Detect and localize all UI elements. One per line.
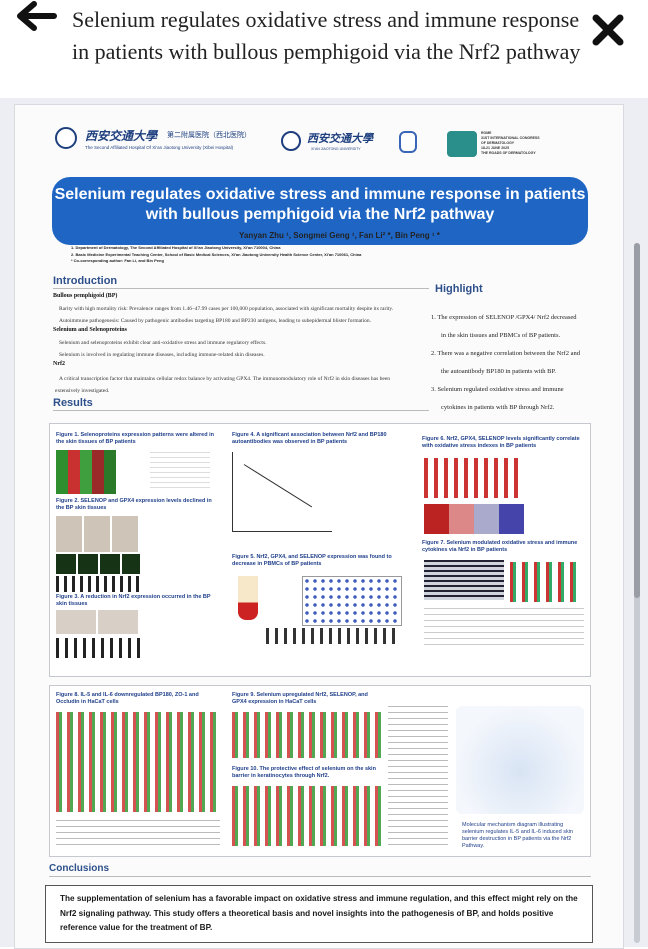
figure-5-bars xyxy=(266,628,396,644)
congress-text: ROME 31ST INTERNATIONAL CONGRESS OF DERM… xyxy=(481,131,540,156)
figure-6-heatmap xyxy=(424,504,524,534)
figure-8-caption: Figure 8. IL-5 and IL-6 downregulated BP… xyxy=(56,692,199,705)
university-name-cn: 西安交通大學 xyxy=(85,129,158,143)
figure-4-caption: Figure 4. A significant association betw… xyxy=(232,432,387,445)
affiliations: 1. Department of Dermatology, The Second… xyxy=(71,245,601,265)
conclusions-text: The supplementation of selenium has a fa… xyxy=(45,885,593,943)
results-heading: Results xyxy=(53,397,93,409)
figure-5-caption: Figure 5. Nrf2, GPX4, and SELENOP expres… xyxy=(232,554,392,567)
figure-7-notes xyxy=(424,608,584,648)
figure-9-caption: Figure 9. Selenium upregulated Nrf2, SEL… xyxy=(232,692,368,705)
hospital-logo xyxy=(55,127,77,149)
figure-7-caption: Figure 7. Selenium modulated oxidative s… xyxy=(422,540,578,553)
figure-8-bars xyxy=(56,712,220,812)
affiliation-2: 2. Basic Medicine Experimental Teaching … xyxy=(71,251,362,257)
figure-5-scatter xyxy=(302,576,402,626)
nrf2-heading: Nrf2 xyxy=(53,361,65,367)
highlight-2b: the autoantibody BP180 in patients with … xyxy=(441,368,557,375)
figure-6-bars xyxy=(424,458,524,498)
university-seal-logo xyxy=(281,131,301,151)
figure-4-scatter xyxy=(232,452,332,532)
close-button[interactable] xyxy=(590,12,626,48)
figure-1-caption: Figure 1. Selenoproteins expression patt… xyxy=(56,432,215,445)
figure-9-bars xyxy=(232,712,382,758)
intro-divider xyxy=(53,288,429,289)
congress-line1: ROME xyxy=(481,131,492,135)
conclusions-heading: Conclusions xyxy=(49,863,110,874)
congress-line3: OF DERMATOLOGY xyxy=(481,141,515,145)
figure-8-notes xyxy=(56,820,220,850)
figure-2-caption: Figure 2. SELENOP and GPX4 expression le… xyxy=(56,498,212,511)
se-line-2: Selenium is involved in regulating immun… xyxy=(59,352,265,358)
results-panel-top: Figure 1. Selenoproteins expression patt… xyxy=(49,423,591,677)
highlight-1b: in the skin tissues and PBMCs of BP pati… xyxy=(441,332,561,339)
highlight-2a: 2. There was a negative correlation betw… xyxy=(431,350,580,357)
figure-6-caption: Figure 6. Nrf2, GPX4, SELENOP levels sig… xyxy=(422,436,580,449)
figure-1-legend xyxy=(150,452,210,492)
figure-5-tubes xyxy=(238,576,258,620)
bp-line-1: Rarity with high mortality risk: Prevale… xyxy=(59,306,394,312)
congress-line2: 31ST INTERNATIONAL CONGRESS xyxy=(481,136,540,140)
poster-authors: Yanyan Zhu ¹, Songmei Geng ¹, Fan Li² *,… xyxy=(239,231,440,240)
shield-logo xyxy=(399,131,417,153)
selenium-heading: Selenium and Selenoproteins xyxy=(53,327,127,333)
affiliation-3: * Co-corresponding author: Fan Li, and B… xyxy=(71,258,164,263)
figure-10-bars xyxy=(232,786,382,846)
bp-heading: Bullous pemphigoid (BP) xyxy=(53,293,118,299)
back-button[interactable] xyxy=(14,0,58,36)
viewer-header: Selenium regulates oxidative stress and … xyxy=(0,0,648,98)
bp-line-2: Autoimmune pathogenesis: Caused by patho… xyxy=(59,318,371,324)
university2-name-en: XI'AN JIAOTONG UNIVERSITY xyxy=(311,147,361,151)
figure-7-blot xyxy=(424,560,504,600)
conclusions-divider xyxy=(49,876,591,877)
results-divider xyxy=(53,410,429,411)
poster: 西安交通大學 第二附属医院（西北医院） The Second Affiliate… xyxy=(14,104,624,949)
hospital-name-en: The Second Affiliated Hospital Of Xi'an … xyxy=(85,145,234,150)
poster-title: Selenium regulates oxidative stress and … xyxy=(52,177,588,245)
affiliation-1: 1. Department of Dermatology, The Second… xyxy=(71,245,281,250)
highlight-3a: 3. Selenium regulated oxidative stress a… xyxy=(431,386,564,393)
viewer-title: Selenium regulates oxidative stress and … xyxy=(72,7,581,64)
nrf2-line-2: extensively investigated. xyxy=(55,388,110,394)
figure-10-caption: Figure 10. The protective effect of sele… xyxy=(232,766,376,779)
figure-2-stains xyxy=(56,516,140,552)
congress-logo-icon xyxy=(447,131,477,157)
figure-3-bars xyxy=(56,638,140,658)
scrollbar-thumb[interactable] xyxy=(634,243,640,598)
figure-1-heatmap xyxy=(56,450,116,494)
hospital-name-cn: 第二附属医院（西北医院） xyxy=(167,132,251,139)
figure-3-stains xyxy=(56,610,140,634)
figure-7-bars xyxy=(510,562,582,602)
results-panel-bottom: Figure 8. IL-5 and IL-6 downregulated BP… xyxy=(49,685,591,857)
highlight-3b: cytokines in patients with BP through Nr… xyxy=(441,404,555,411)
poster-viewport[interactable]: 西安交通大學 第二附属医院（西北医院） The Second Affiliate… xyxy=(0,98,648,949)
close-x-icon xyxy=(592,14,624,46)
figure-2-fluorescence xyxy=(56,554,140,574)
vertical-scrollbar[interactable] xyxy=(634,243,640,943)
highlight-heading: Highlight xyxy=(435,283,483,295)
mechanism-caption: Molecular mechanism diagram illustrating… xyxy=(462,822,573,849)
figure-3-caption: Figure 3. A reduction in Nrf2 expression… xyxy=(56,594,211,607)
arrow-left-icon xyxy=(17,1,57,31)
figure-2-bars xyxy=(56,576,140,592)
mechanism-diagram xyxy=(456,706,584,814)
highlight-1a: 1. The expression of SELENOP /GPX4/ Nrf2… xyxy=(431,314,577,321)
congress-line5: THE ROADS OF DERMATOLOGY xyxy=(481,151,536,155)
highlight-list: 1. The expression of SELENOP /GPX4/ Nrf2… xyxy=(431,309,611,417)
figure-9-notes xyxy=(388,706,448,846)
se-line-1: Selenium and selenoproteins exhibit clea… xyxy=(59,340,267,346)
introduction-heading: Introduction xyxy=(53,275,118,287)
congress-line4: 18-21 JUNE 2025 xyxy=(481,146,510,150)
nrf2-line-1: A critical transcription factor that mai… xyxy=(59,376,391,382)
university2-name-cn: 西安交通大學 xyxy=(307,133,373,145)
